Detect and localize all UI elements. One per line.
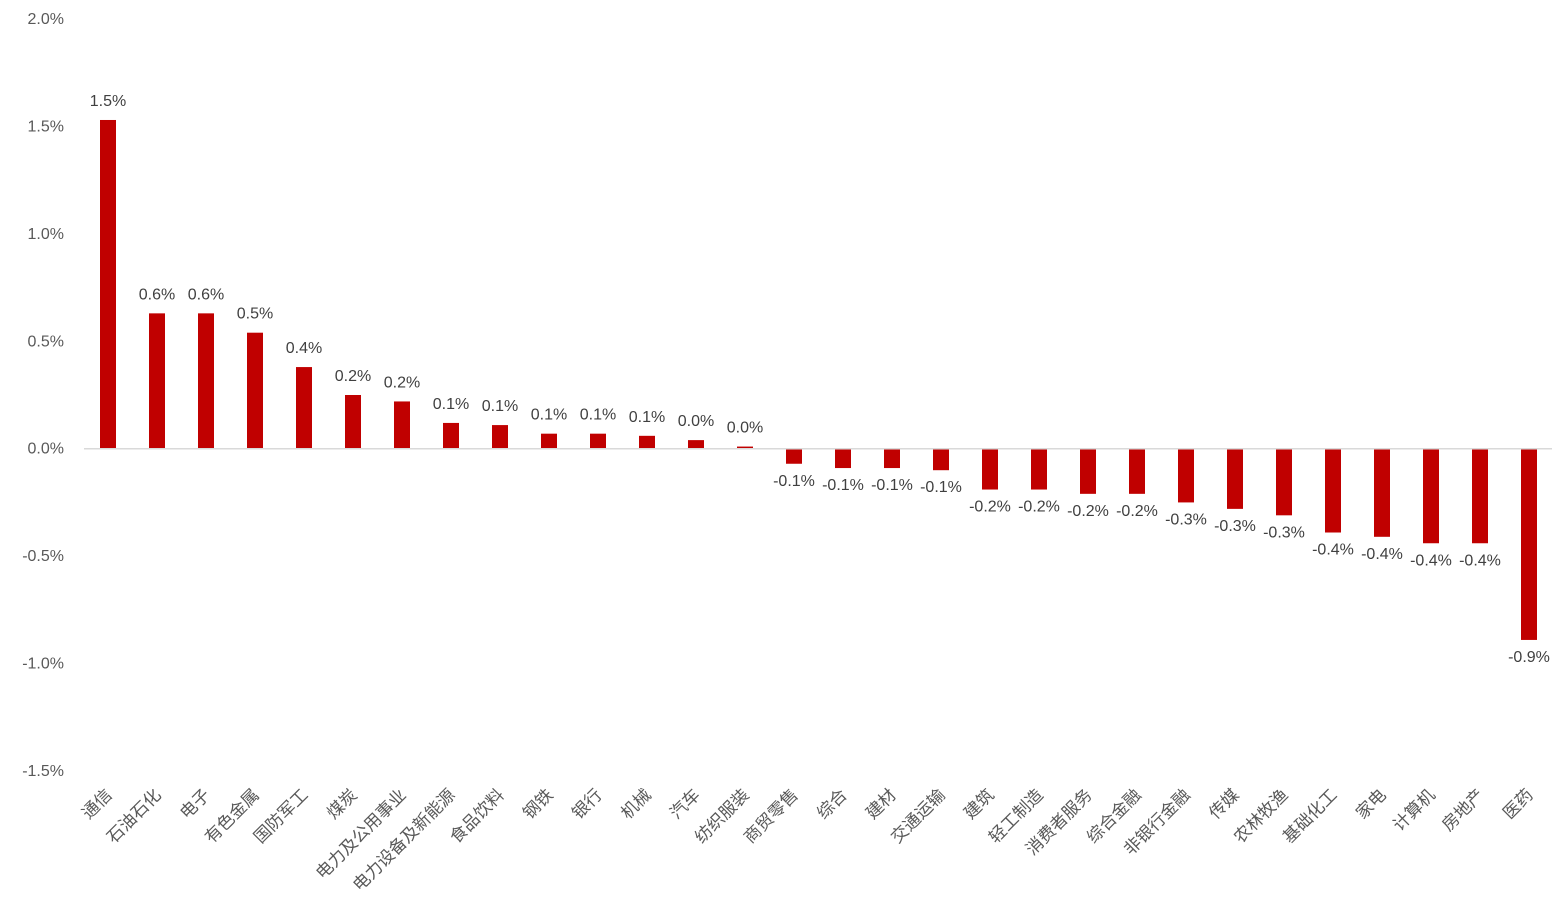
category-label: 电子 — [176, 785, 214, 823]
bar — [1423, 448, 1439, 544]
bar — [394, 401, 410, 449]
y-axis: 2.0% 1.5% 1.0% 0.5% 0.0% -0.5% -1.0% -1.5% — [22, 11, 64, 780]
bar — [1031, 448, 1047, 490]
y-tick-label: -1.0% — [22, 656, 64, 673]
data-label: 0.1% — [482, 398, 518, 415]
data-label: -0.1% — [773, 473, 815, 490]
category-label: 通信 — [78, 785, 116, 823]
bar — [1129, 448, 1145, 494]
category-label: 钢铁 — [519, 785, 557, 823]
bars — [100, 119, 1537, 640]
bar — [541, 433, 557, 449]
y-tick-label: 1.5% — [28, 118, 64, 135]
data-label: -0.9% — [1508, 649, 1550, 666]
data-label: 0.1% — [433, 396, 469, 413]
data-label: -0.3% — [1263, 524, 1305, 541]
data-label: 0.6% — [188, 286, 224, 303]
y-tick-label: -0.5% — [22, 548, 64, 565]
category-label: 房地产 — [1438, 785, 1488, 835]
bar — [835, 448, 851, 469]
bar — [492, 425, 508, 449]
category-label: 煤炭 — [323, 785, 361, 823]
data-label: 0.6% — [139, 286, 175, 303]
y-tick-label: 0.5% — [28, 333, 64, 350]
data-label: 0.2% — [384, 374, 420, 391]
bar — [982, 448, 998, 490]
category-label: 综合 — [813, 785, 851, 823]
data-label: 0.4% — [286, 340, 322, 357]
bar — [100, 119, 116, 449]
bar — [639, 435, 655, 449]
bar — [247, 332, 263, 449]
category-label: 计算机 — [1389, 785, 1439, 835]
data-label: -0.2% — [1067, 503, 1109, 520]
data-label: 0.5% — [237, 306, 273, 323]
category-label: 建材 — [862, 785, 900, 823]
data-label: -0.1% — [920, 479, 962, 496]
bar — [1325, 448, 1341, 533]
y-tick-label: 2.0% — [28, 11, 64, 28]
category-label: 商贸零售 — [740, 785, 802, 847]
data-label: 0.1% — [580, 407, 616, 424]
bar — [590, 433, 606, 449]
category-label: 机械 — [617, 785, 655, 823]
category-label: 银行 — [568, 785, 606, 823]
data-label: 0.0% — [727, 420, 763, 437]
bar — [1472, 448, 1488, 544]
data-labels: 1.5% 0.6% 0.6% 0.5% 0.4% 0.2% 0.2% 0.1% 0.1% 0.1%… — [90, 93, 1550, 666]
data-label: -0.4% — [1312, 542, 1354, 559]
data-label: -0.3% — [1214, 518, 1256, 535]
category-label: 国防军工 — [250, 785, 312, 847]
bar — [786, 448, 802, 464]
bar — [884, 448, 900, 469]
data-label: -0.4% — [1410, 552, 1452, 569]
bar — [443, 422, 459, 449]
bar — [933, 448, 949, 471]
category-label: 建筑 — [960, 785, 998, 823]
data-label: 1.5% — [90, 93, 126, 110]
category-label: 家电 — [1352, 785, 1390, 823]
data-label: -0.3% — [1165, 511, 1207, 528]
category-label: 食品饮料 — [446, 785, 508, 847]
data-label: 0.2% — [335, 368, 371, 385]
bar — [198, 313, 214, 449]
category-label: 交通运输 — [887, 785, 949, 847]
data-label: -0.2% — [969, 499, 1011, 516]
category-label: 基础化工 — [1279, 785, 1341, 847]
data-label: 0.0% — [678, 413, 714, 430]
y-tick-label: -1.5% — [22, 763, 64, 780]
bar — [737, 446, 753, 449]
bar — [1178, 448, 1194, 503]
data-label: -0.2% — [1018, 499, 1060, 516]
category-label: 医药 — [1499, 785, 1537, 823]
bar — [1374, 448, 1390, 537]
bar — [345, 395, 361, 449]
bar — [296, 367, 312, 449]
bar — [1227, 448, 1243, 509]
y-tick-label: 1.0% — [28, 226, 64, 243]
bar — [1521, 448, 1537, 640]
data-label: 0.1% — [531, 407, 567, 424]
data-label: -0.1% — [822, 477, 864, 494]
data-label: -0.1% — [871, 477, 913, 494]
category-label: 石油石化 — [103, 785, 165, 847]
bar — [1276, 448, 1292, 516]
data-label: -0.2% — [1116, 503, 1158, 520]
bar — [1080, 448, 1096, 494]
category-labels: 通信石油石化 电子有色金属国防军工 煤炭电力及公用事业电力设备及新能源食品饮料 钢铁银… — [78, 785, 1537, 895]
bar — [149, 313, 165, 449]
category-label: 传媒 — [1205, 785, 1243, 823]
data-label: -0.4% — [1361, 546, 1403, 563]
data-label: 0.1% — [629, 409, 665, 426]
category-label: 汽车 — [666, 785, 704, 823]
y-tick-label: 0.0% — [28, 441, 64, 458]
bar — [688, 440, 704, 449]
data-label: -0.4% — [1459, 552, 1501, 569]
